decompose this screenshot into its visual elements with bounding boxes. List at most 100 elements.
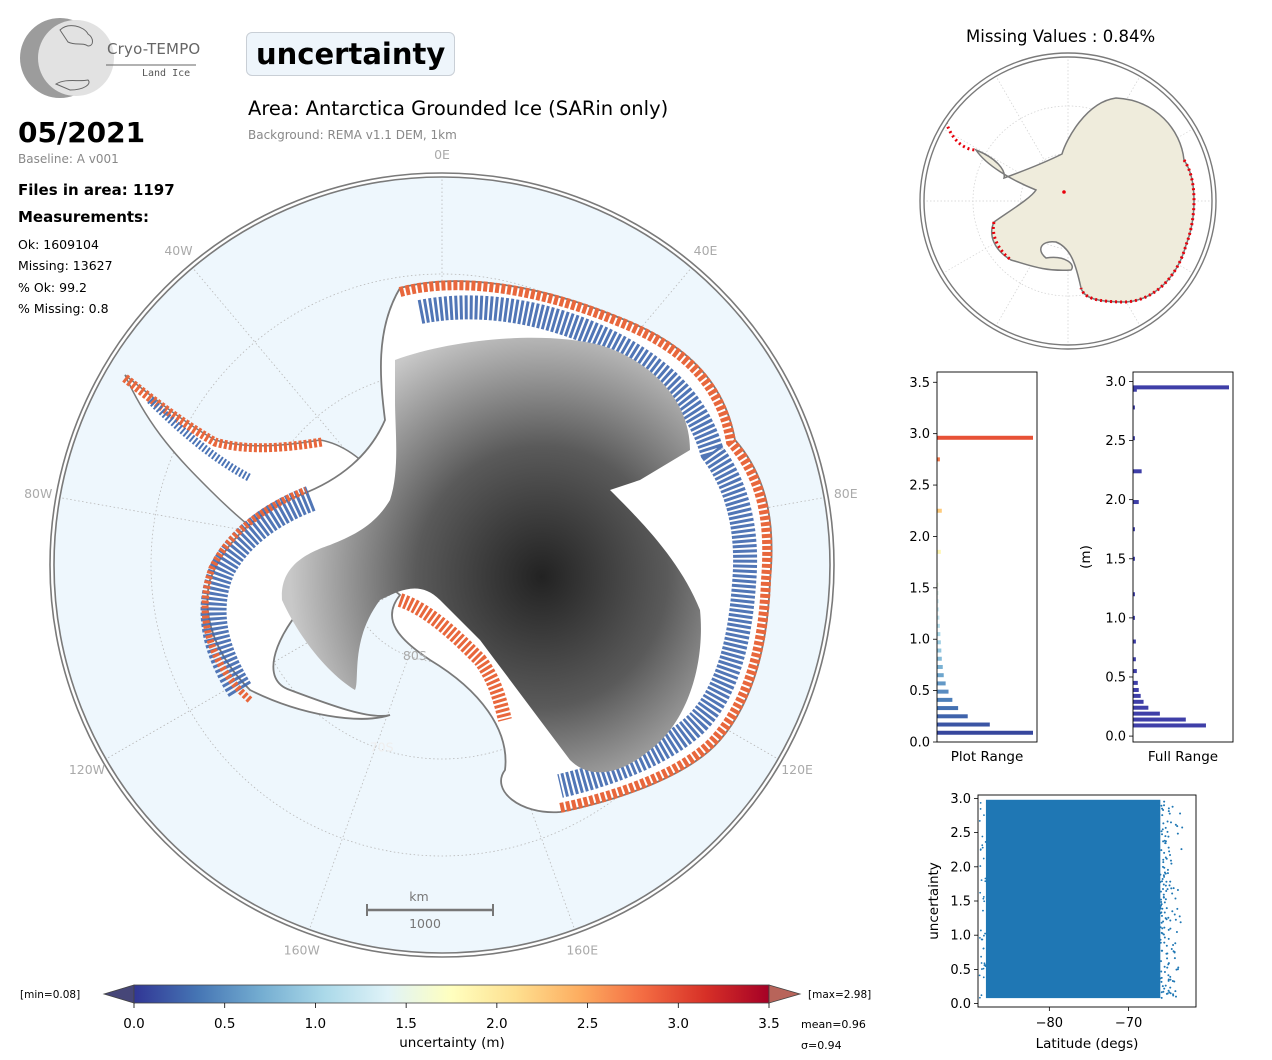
scatter-point [983,900,986,903]
date-label: 05/2021 [18,116,146,149]
scatter-point [1166,872,1169,875]
parameter-title: uncertainty [246,32,456,76]
scatter-xlabel: Latitude (degs) [1036,1036,1139,1052]
scatter-point [1167,928,1170,931]
scatter-point [1174,990,1177,993]
coastal-uncertainty-band-inner [417,295,758,798]
scatter-point [982,967,985,970]
histogram-bar [937,730,1033,735]
longitude-label: 120W [69,762,105,777]
scatter-point [1167,810,1170,813]
scatter-point [1169,859,1172,862]
measurement-percent-ok: % Ok: 99.2 [18,280,87,295]
scatter-point [1161,878,1164,881]
scatter-dense-points [985,799,1161,999]
histogram-bar [1133,469,1142,474]
histogram-ytick-label: 1.0 [909,633,930,648]
scatter-point [1168,884,1171,887]
measurement-percent-missing: % Missing: 0.8 [18,301,109,316]
inset-antarctica [974,97,1195,303]
scatter-point [1170,887,1173,890]
scatter-point [1161,828,1164,831]
measurement-missing: Missing: 13627 [18,258,113,273]
inset-missing-values [944,121,1196,304]
histogram-bar [1133,615,1135,620]
logo-name: Cryo-TEMPO [107,40,201,58]
scatter-point [981,835,984,838]
measurements-title: Measurements: [18,208,149,226]
colorbar-min-extend [102,984,135,1004]
scatter-point [1160,996,1163,999]
scatter-point [1162,893,1165,896]
histogram-frame [1132,371,1234,743]
coastal-uncertainty-band-outer [398,280,773,813]
scatter-point [979,891,982,894]
histogram-bar [937,508,942,513]
scatter-point [1159,898,1162,901]
scatter-point [1169,986,1172,989]
colorbar-ticks: 0.0 0.5 1.0 1.5 2.0 2.5 3.0 3.5 [123,1003,780,1032]
scatter-point [980,955,983,958]
scatter-point [1171,910,1174,913]
histogram-bar [1133,527,1135,532]
histogram-ytick-label: 3.0 [1105,375,1126,390]
scatter-point [1173,980,1176,983]
scatter-point [982,895,985,898]
scatter-point [984,932,987,935]
longitude-label: 80E [834,486,858,501]
scatter-point [1163,970,1166,973]
interior-dem-background [281,337,701,773]
scatter-point [1175,968,1178,971]
scatter-point [1163,800,1166,803]
histogram-bar [937,673,944,678]
scatter-point [1164,856,1167,859]
scatter-point [1161,814,1164,817]
histogram-ytick-label: 2.5 [909,479,930,494]
scatter-point [1164,984,1167,987]
map-border-inner [53,176,831,954]
scatter-point [1161,907,1164,910]
scatter-point [983,934,985,937]
scatter-point [1160,914,1163,917]
scatter-point [982,897,985,900]
scatter-point [1163,941,1166,944]
scatter-point [983,962,986,965]
scatter-point [1164,842,1167,845]
histogram-bar [1133,639,1136,644]
background-note: Background: REMA v1.1 DEM, 1km [248,128,457,142]
scatter-point [1164,884,1167,887]
histogram-plot-range: 0.0 0.5 1.0 1.5 2.0 2.5 3.0 3.5 Plot Range [909,371,1038,765]
peninsula-uncertainty-band [122,374,323,453]
scatter-point [1168,850,1171,853]
scatter-point [1174,823,1177,826]
scatter-point [1166,966,1169,969]
scatter-point [1160,976,1163,979]
scatter-point [1162,858,1165,861]
scatter-point [981,844,984,847]
scatter-point [1159,880,1162,883]
scatter-point [1159,873,1162,876]
scatter-point [1179,812,1182,815]
longitude-label: 0E [434,147,450,162]
scatter-point [1160,830,1163,833]
scatter-point [1163,926,1166,929]
scatter-point [1176,889,1179,892]
scatter-ytick-label: 2.0 [950,860,971,875]
scatter-point [1160,960,1163,963]
colorbar-tick-label: 3.0 [668,1016,689,1032]
scatter-point [1159,938,1162,941]
colorbar-mean-label: mean=0.96 [801,1018,866,1031]
scatter-point [981,846,984,849]
histogram-bar [937,664,943,669]
histogram-bar [937,640,941,645]
histogram-ytick-label: 1.0 [1105,611,1126,626]
histogram-bar [1133,669,1137,674]
scatter-point [1164,835,1167,838]
scatter-point [982,857,985,860]
scatter-point [1162,840,1165,843]
histogram-bar [1133,592,1135,597]
scatter-point [1163,871,1166,874]
map-border-outer [49,172,835,958]
scatter-point [1166,820,1169,823]
latitude-labels: 80S 70S [370,648,427,754]
